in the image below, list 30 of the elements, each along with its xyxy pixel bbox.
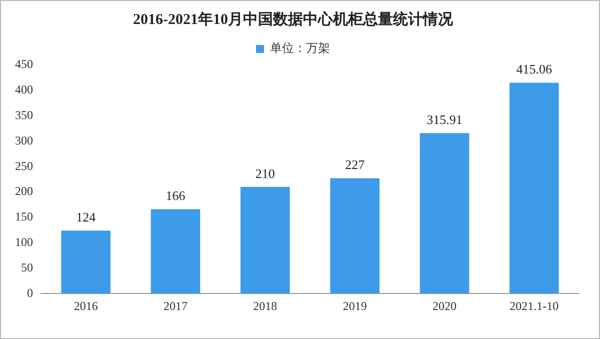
bar [510,82,559,294]
x-tick-label: 2016 [74,298,98,313]
y-tick-label: 450 [15,57,33,72]
y-tick-label: 300 [15,133,33,148]
bar [150,209,200,294]
x-tick-label: 2021.1-10 [510,298,559,313]
y-tick-label: 50 [21,260,33,274]
data-label: 315.91 [426,112,462,128]
y-tick-label: 100 [15,234,33,249]
data-label: 124 [76,210,96,225]
y-tick-label: 150 [15,210,33,224]
x-tick-label: 2017 [164,298,188,313]
x-tick-label: 2020 [432,298,456,313]
x-tick-label: 2019 [342,298,367,313]
y-tick-label: 200 [15,184,33,198]
y-tick-label: 250 [15,158,33,173]
data-label: 227 [345,157,366,172]
bar [240,186,290,294]
data-label: 415.06 [516,62,553,77]
y-tick-label: 0 [27,286,33,300]
bar [330,178,380,294]
legend-label: 单位：万架 [270,41,330,56]
y-tick-label: 400 [15,82,33,97]
bar [420,133,470,294]
data-label: 166 [166,188,186,204]
bar [61,230,110,294]
x-tick-label: 2018 [253,298,278,313]
data-label: 210 [255,166,275,181]
chart-title: 2016-2021年10月中国数据中心机柜总量统计情况 [133,10,454,28]
y-tick-label: 350 [15,108,33,122]
